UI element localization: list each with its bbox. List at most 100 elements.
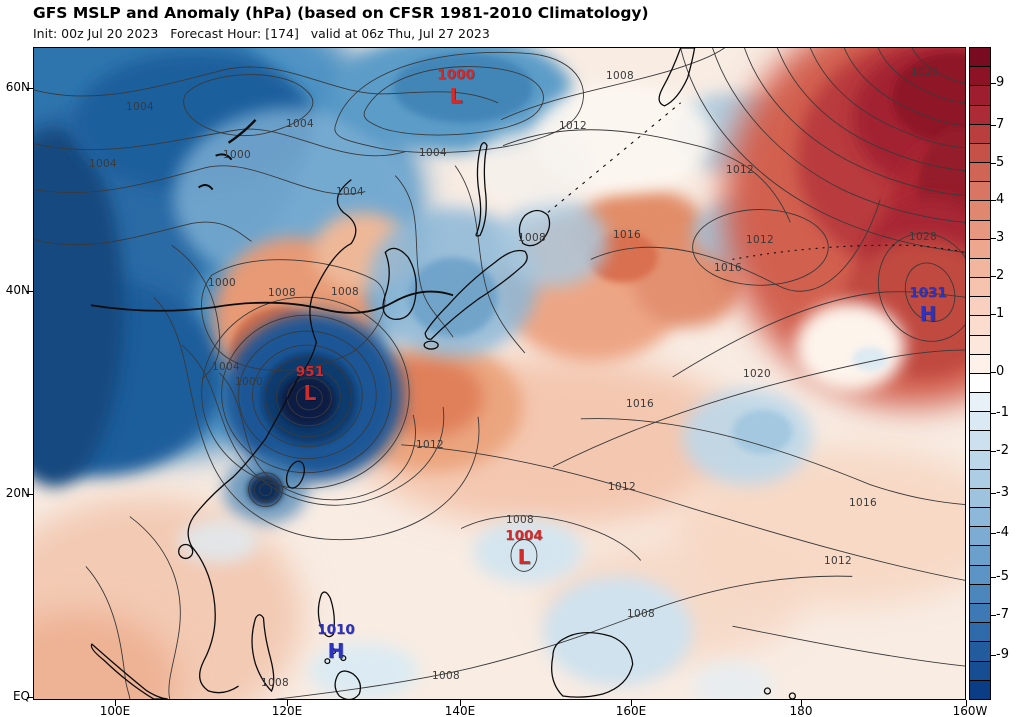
colorbar-cell bbox=[970, 526, 990, 546]
colorbar-tick-mark bbox=[991, 615, 996, 616]
map-canvas bbox=[34, 48, 965, 699]
colorbar-tick-label: 4 bbox=[996, 192, 1005, 207]
colorbar-tick-mark bbox=[991, 314, 996, 315]
colorbar-tick-label: 3 bbox=[996, 230, 1005, 245]
colorbar-cell bbox=[970, 66, 990, 86]
contour-label: 1004 bbox=[286, 118, 314, 130]
pressure-center-value: 1004 bbox=[505, 528, 543, 544]
colorbar-tick-label: -4 bbox=[996, 525, 1009, 540]
colorbar-tick-label: -7 bbox=[996, 607, 1009, 622]
lat-tick-label: 60N bbox=[5, 80, 30, 94]
colorbar-tick-mark bbox=[991, 413, 996, 414]
colorbar-tick-label: 7 bbox=[996, 117, 1005, 132]
colorbar-tick-label: 1 bbox=[996, 306, 1005, 321]
isobar-contour-lines bbox=[34, 48, 965, 699]
colorbar-tick-mark bbox=[991, 451, 996, 452]
lon-tick-label: 160E bbox=[615, 704, 647, 717]
contour-label: 1000 bbox=[208, 277, 236, 289]
colorbar-tick-mark bbox=[991, 577, 996, 578]
colorbar-tick-label: -3 bbox=[996, 485, 1009, 500]
lon-tick-mark bbox=[115, 700, 116, 706]
lon-tick-mark bbox=[966, 700, 967, 706]
colorbar-cell bbox=[970, 449, 990, 469]
pressure-center-value: 1000 bbox=[437, 67, 475, 83]
colorbar-cell bbox=[970, 257, 990, 278]
contour-label: 1008 bbox=[432, 670, 460, 682]
colorbar-tick-mark bbox=[991, 83, 996, 84]
pressure-center-value: 951 bbox=[295, 364, 325, 380]
colorbar-cell bbox=[970, 564, 990, 584]
colorbar-cell bbox=[970, 583, 990, 603]
colorbar-cell bbox=[970, 392, 990, 412]
lat-tick-mark bbox=[27, 494, 33, 495]
pressure-center-letter: L bbox=[517, 545, 531, 569]
colorbar-cell bbox=[970, 372, 990, 393]
colorbar-cell bbox=[970, 104, 990, 124]
colorbar-cell bbox=[970, 353, 990, 373]
colorbar-tick-mark bbox=[991, 200, 996, 201]
colorbar-tick-mark bbox=[991, 372, 996, 373]
contour-label: 1008 bbox=[627, 608, 655, 620]
colorbar-tick-label: -2 bbox=[996, 443, 1009, 458]
colorbar-tick-label: 0 bbox=[996, 364, 1005, 379]
colorbar-cell bbox=[970, 85, 990, 105]
colorbar-tick-label: -9 bbox=[996, 647, 1009, 662]
lat-tick-label: 20N bbox=[5, 486, 30, 500]
contour-label: 1008 bbox=[331, 286, 359, 298]
colorbar-cell bbox=[970, 334, 990, 354]
contour-label: 1016 bbox=[613, 229, 641, 241]
contour-label: 1004 bbox=[336, 186, 364, 198]
lon-tick-mark bbox=[631, 700, 632, 706]
colorbar-cell bbox=[970, 622, 990, 642]
contour-label: 1012 bbox=[416, 439, 444, 451]
contour-label: 1008 bbox=[261, 677, 289, 689]
contour-label: 1012 bbox=[746, 234, 774, 246]
colorbar-cell bbox=[970, 142, 990, 163]
contour-label: 1012 bbox=[726, 164, 754, 176]
colorbar-tick-label: -5 bbox=[996, 569, 1009, 584]
colorbar-tick-mark bbox=[991, 276, 996, 277]
contour-label: 1004 bbox=[419, 147, 447, 159]
anomaly-shading-layer bbox=[34, 48, 965, 699]
pressure-center-letter: L bbox=[449, 84, 463, 108]
contour-label: 1000 bbox=[223, 149, 251, 161]
colorbar-cell bbox=[970, 48, 990, 67]
colorbar-cell bbox=[970, 123, 990, 143]
contour-label: 1008 bbox=[268, 287, 296, 299]
colorbar-cell bbox=[970, 602, 990, 623]
colorbar-cell bbox=[970, 296, 990, 316]
lat-tick-mark bbox=[27, 88, 33, 89]
colorbar-cell bbox=[970, 487, 990, 508]
contour-label: 1004 bbox=[212, 361, 240, 373]
contour-label: 1008 bbox=[606, 70, 634, 82]
colorbar-tick-label: -1 bbox=[996, 405, 1009, 420]
contour-label: 1004 bbox=[89, 158, 117, 170]
colorbar-cell bbox=[970, 430, 990, 450]
colorbar-tick-label: 9 bbox=[996, 75, 1005, 90]
lat-tick-mark bbox=[27, 697, 33, 698]
contour-label: 1008 bbox=[518, 232, 546, 244]
colorbar-cell bbox=[970, 181, 990, 201]
contour-label: 1012 bbox=[824, 555, 852, 567]
colorbar bbox=[969, 47, 991, 700]
lat-tick-label: 40N bbox=[5, 283, 30, 297]
lon-tick-label: 100E bbox=[99, 704, 131, 717]
colorbar-cell bbox=[970, 411, 990, 431]
contour-label: 1012 bbox=[608, 481, 636, 493]
colorbar-tick-mark bbox=[991, 163, 996, 164]
pressure-center-letter: H bbox=[919, 302, 937, 326]
contour-label: 1016 bbox=[849, 497, 877, 509]
map-area bbox=[33, 47, 966, 700]
colorbar-tick-mark bbox=[991, 493, 996, 494]
colorbar-cell bbox=[970, 641, 990, 661]
colorbar-cell bbox=[970, 545, 990, 565]
pressure-center-value: 1031 bbox=[909, 285, 947, 301]
colorbar-cell bbox=[970, 468, 990, 488]
colorbar-cell bbox=[970, 660, 990, 680]
colorbar-tick-label: 5 bbox=[996, 155, 1005, 170]
colorbar-cell bbox=[970, 679, 990, 699]
colorbar-cell bbox=[970, 277, 990, 297]
contour-label: 1004 bbox=[126, 101, 154, 113]
contour-label: 1012 bbox=[559, 120, 587, 132]
contour-label: 1000 bbox=[235, 376, 263, 388]
